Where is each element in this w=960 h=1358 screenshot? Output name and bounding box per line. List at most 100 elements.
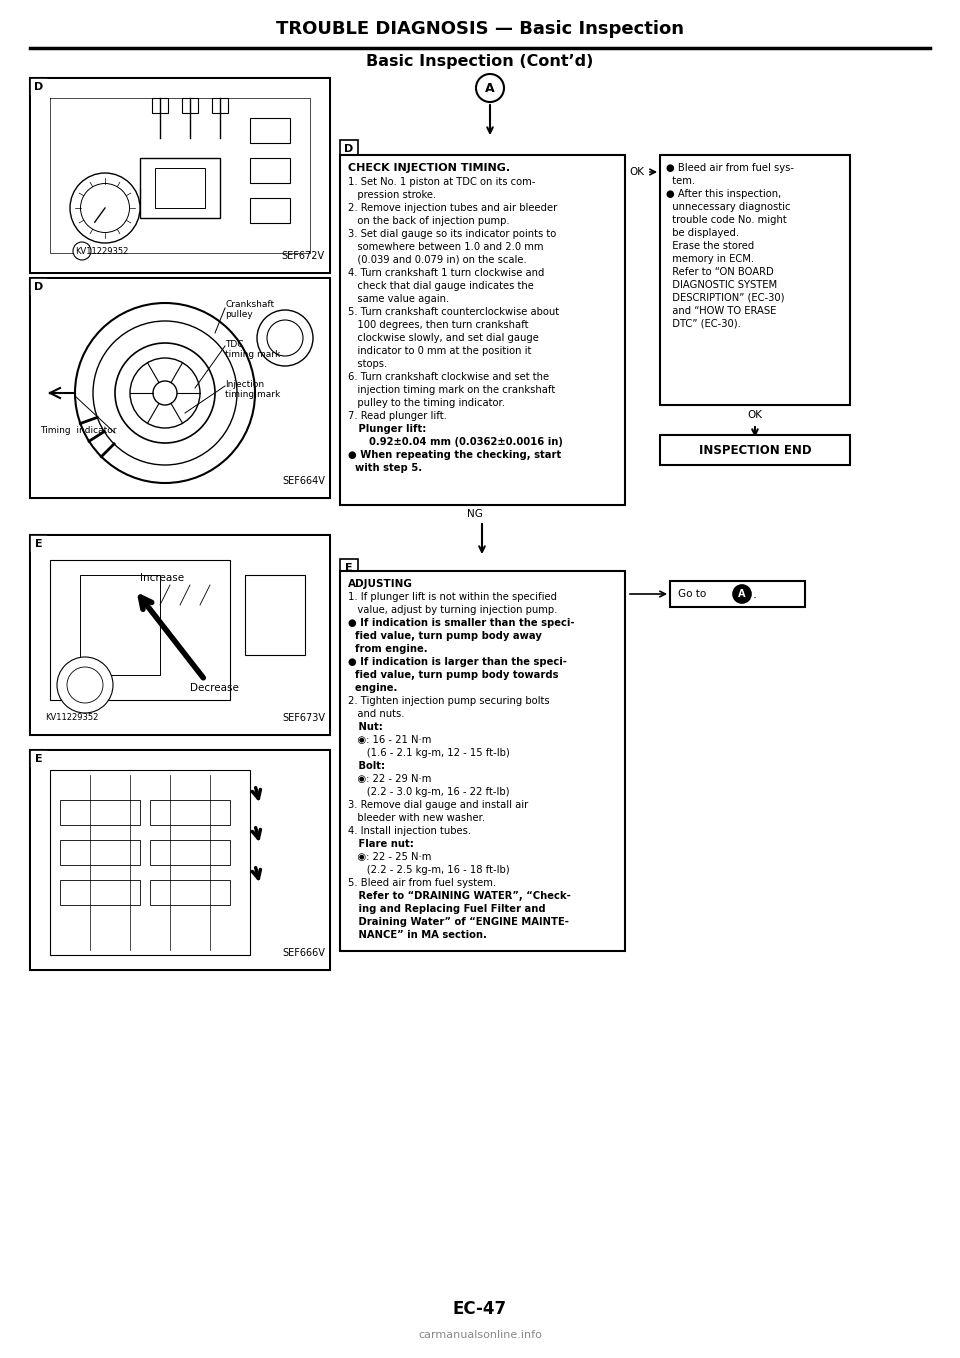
- Bar: [250, 198, 290, 223]
- Text: stops.: stops.: [348, 359, 387, 369]
- Text: clockwise slowly, and set dial gauge: clockwise slowly, and set dial gauge: [348, 333, 539, 344]
- Circle shape: [476, 73, 504, 102]
- Circle shape: [130, 359, 200, 428]
- Text: SEF673V: SEF673V: [282, 713, 325, 722]
- Bar: [31, 278, 329, 497]
- Text: (2.2 - 3.0 kg-m, 16 - 22 ft-lb): (2.2 - 3.0 kg-m, 16 - 22 ft-lb): [348, 788, 510, 797]
- Bar: [30, 535, 48, 553]
- Bar: [31, 79, 329, 272]
- Text: Flare nut:: Flare nut:: [348, 839, 414, 849]
- Text: 5. Turn crankshaft counterclockwise about: 5. Turn crankshaft counterclockwise abou…: [348, 307, 559, 316]
- Bar: [212, 98, 228, 113]
- Bar: [30, 535, 330, 735]
- Text: 4. Install injection tubes.: 4. Install injection tubes.: [348, 826, 471, 837]
- Text: with step 5.: with step 5.: [348, 463, 422, 473]
- Text: somewhere between 1.0 and 2.0 mm: somewhere between 1.0 and 2.0 mm: [348, 242, 543, 253]
- Bar: [150, 841, 230, 865]
- Text: fied value, turn pump body towards: fied value, turn pump body towards: [348, 669, 559, 680]
- Text: 3. Set dial gauge so its indicator points to: 3. Set dial gauge so its indicator point…: [348, 230, 556, 239]
- Text: KV11229352: KV11229352: [75, 247, 129, 255]
- Bar: [31, 536, 329, 735]
- Text: carmanualsonline.info: carmanualsonline.info: [418, 1329, 542, 1340]
- Text: SEF672V: SEF672V: [282, 251, 325, 261]
- Text: trouble code No. might: trouble code No. might: [666, 215, 787, 225]
- Text: 6. Turn crankshaft clockwise and set the: 6. Turn crankshaft clockwise and set the: [348, 372, 549, 382]
- Text: ● If indication is larger than the speci-: ● If indication is larger than the speci…: [348, 657, 566, 667]
- Bar: [155, 168, 205, 208]
- Text: Crankshaft: Crankshaft: [225, 300, 275, 310]
- Text: (0.039 and 0.079 in) on the scale.: (0.039 and 0.079 in) on the scale.: [348, 255, 527, 265]
- Bar: [60, 800, 140, 826]
- Text: ● Bleed air from fuel sys-: ● Bleed air from fuel sys-: [666, 163, 794, 172]
- Bar: [250, 158, 290, 183]
- Text: CHECK INJECTION TIMING.: CHECK INJECTION TIMING.: [348, 163, 510, 172]
- Text: ● When repeating the checking, start: ● When repeating the checking, start: [348, 449, 562, 460]
- Bar: [140, 158, 220, 219]
- Circle shape: [115, 344, 215, 443]
- Text: and nuts.: and nuts.: [348, 709, 404, 718]
- Bar: [30, 77, 330, 273]
- Circle shape: [267, 320, 303, 356]
- Text: OK: OK: [748, 410, 762, 420]
- Text: NG: NG: [467, 509, 483, 519]
- Text: Injection: Injection: [225, 380, 264, 388]
- Text: pression stroke.: pression stroke.: [348, 190, 436, 200]
- Text: 1. If plunger lift is not within the specified: 1. If plunger lift is not within the spe…: [348, 592, 557, 602]
- Bar: [80, 574, 160, 675]
- Text: check that dial gauge indicates the: check that dial gauge indicates the: [348, 281, 534, 291]
- Text: (1.6 - 2.1 kg-m, 12 - 15 ft-lb): (1.6 - 2.1 kg-m, 12 - 15 ft-lb): [348, 748, 510, 758]
- Circle shape: [67, 667, 103, 703]
- Bar: [30, 278, 330, 498]
- Bar: [340, 140, 358, 158]
- Text: OK: OK: [629, 167, 644, 177]
- Text: timing mark: timing mark: [225, 390, 280, 399]
- Bar: [30, 750, 330, 970]
- Text: same value again.: same value again.: [348, 293, 449, 304]
- Text: .: .: [753, 588, 757, 600]
- Bar: [30, 77, 48, 96]
- Text: E: E: [346, 564, 353, 573]
- Bar: [182, 98, 198, 113]
- Text: 4. Turn crankshaft 1 turn clockwise and: 4. Turn crankshaft 1 turn clockwise and: [348, 268, 544, 278]
- Bar: [340, 559, 358, 577]
- Text: bleeder with new washer.: bleeder with new washer.: [348, 813, 485, 823]
- Text: pulley: pulley: [225, 310, 252, 319]
- Circle shape: [75, 303, 255, 483]
- Bar: [250, 118, 290, 143]
- Circle shape: [733, 585, 751, 603]
- Text: be displayed.: be displayed.: [666, 228, 739, 238]
- Text: Erase the stored: Erase the stored: [666, 240, 755, 251]
- Text: Basic Inspection (Cont’d): Basic Inspection (Cont’d): [367, 54, 593, 69]
- Text: and “HOW TO ERASE: and “HOW TO ERASE: [666, 306, 777, 316]
- Text: ADJUSTING: ADJUSTING: [348, 579, 413, 589]
- Text: Go to: Go to: [678, 589, 709, 599]
- Text: DESCRIPTION” (EC-30): DESCRIPTION” (EC-30): [666, 293, 784, 303]
- Text: SEF664V: SEF664V: [282, 477, 325, 486]
- Bar: [660, 155, 850, 405]
- Bar: [50, 770, 250, 955]
- Text: EC-47: EC-47: [453, 1300, 507, 1319]
- Text: injection timing mark on the crankshaft: injection timing mark on the crankshaft: [348, 386, 555, 395]
- Text: 2. Remove injection tubes and air bleeder: 2. Remove injection tubes and air bleede…: [348, 202, 557, 213]
- Text: Refer to “ON BOARD: Refer to “ON BOARD: [666, 268, 774, 277]
- Text: Decrease: Decrease: [190, 683, 239, 693]
- Text: 2. Tighten injection pump securing bolts: 2. Tighten injection pump securing bolts: [348, 697, 550, 706]
- Text: SEF666V: SEF666V: [282, 948, 325, 957]
- Bar: [60, 880, 140, 904]
- Circle shape: [57, 657, 113, 713]
- Text: TROUBLE DIAGNOSIS — Basic Inspection: TROUBLE DIAGNOSIS — Basic Inspection: [276, 20, 684, 38]
- Text: D: D: [35, 282, 43, 292]
- Text: ◉: 22 - 29 N·m: ◉: 22 - 29 N·m: [348, 774, 431, 784]
- Text: 1. Set No. 1 piston at TDC on its com-: 1. Set No. 1 piston at TDC on its com-: [348, 177, 536, 187]
- Text: D: D: [35, 81, 43, 92]
- Text: ◉: 16 - 21 N·m: ◉: 16 - 21 N·m: [348, 735, 431, 746]
- Text: KV11229352: KV11229352: [45, 713, 98, 722]
- Text: Draining Water” of “ENGINE MAINTE-: Draining Water” of “ENGINE MAINTE-: [348, 917, 569, 928]
- Bar: [30, 750, 48, 769]
- Bar: [60, 841, 140, 865]
- Text: indicator to 0 mm at the position it: indicator to 0 mm at the position it: [348, 346, 532, 356]
- Text: E: E: [36, 754, 43, 765]
- Text: Refer to “DRAINING WATER”, “Check-: Refer to “DRAINING WATER”, “Check-: [348, 891, 571, 900]
- Text: Increase: Increase: [140, 573, 184, 583]
- Text: timing mark: timing mark: [225, 350, 280, 359]
